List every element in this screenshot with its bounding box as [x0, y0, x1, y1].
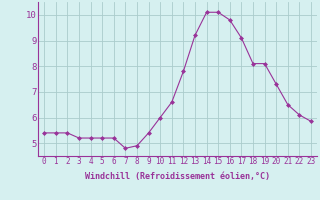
- X-axis label: Windchill (Refroidissement éolien,°C): Windchill (Refroidissement éolien,°C): [85, 172, 270, 181]
